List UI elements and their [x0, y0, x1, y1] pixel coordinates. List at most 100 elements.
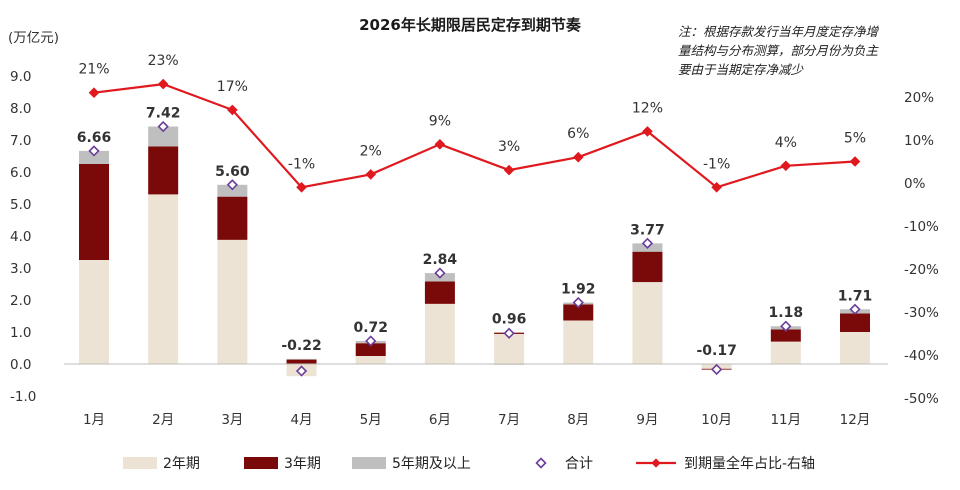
left-tick-label: 8.0: [10, 101, 31, 117]
bar-segment: [632, 251, 663, 283]
right-tick-label: -30%: [904, 305, 939, 321]
bar-segment: [217, 196, 248, 240]
share-value-label: 12%: [632, 100, 663, 116]
x-tick-label: 12月: [840, 412, 871, 428]
left-tick-label: 5.0: [10, 197, 31, 213]
bar-segment: [840, 313, 870, 332]
bar-segment: [79, 260, 109, 364]
share-line-layer: [88, 78, 861, 193]
x-tick-label: 9月: [636, 412, 658, 428]
total-value-label: -0.22: [281, 338, 321, 354]
bar-segment: [770, 329, 801, 342]
share-point: [711, 181, 722, 193]
total-marker: [157, 120, 169, 133]
right-tick-label: 0%: [904, 176, 926, 192]
share-point: [227, 104, 238, 116]
chart-note-line-1: 注：根据存款发行当年月度定存净增: [678, 24, 880, 39]
x-tick-label: 8月: [567, 412, 589, 428]
total-value-label: 1.71: [838, 288, 873, 304]
total-markers: [88, 120, 861, 377]
total-marker: [641, 237, 654, 249]
legend-label: 5年期及以上: [392, 456, 471, 472]
bar-segment: [286, 359, 317, 364]
total-marker: [365, 335, 377, 347]
total-marker: [226, 179, 238, 191]
left-axis: 9.0 8.0 7.0 6.0 5.0 4.0 3.0 2.0 1.0 0.0 -1.0: [10, 69, 36, 405]
chart-note-line-3: 要由于当期定存净减少: [678, 62, 805, 77]
share-point: [572, 151, 584, 163]
chart-title: 2026年长期限居民定存到期节奏: [359, 16, 582, 34]
left-tick-label: 0.0: [10, 357, 31, 373]
legend-label: 合计: [565, 456, 593, 472]
left-tick-label: -1.0: [10, 389, 36, 405]
x-tick-label: 3月: [221, 412, 243, 428]
bar-segment: [632, 282, 663, 364]
legend: 2年期 3年期 5年期及以上 合计 到期量全年占比-右轴: [123, 455, 815, 472]
share-value-label: 21%: [78, 62, 109, 78]
total-value-label: 1.18: [769, 305, 804, 321]
total-value-label: 0.72: [353, 320, 388, 336]
total-labels: 6.66 7.42 5.60 -0.22 0.72 2.84 0.96 1.92 3.77 -0.…: [77, 106, 873, 359]
share-point: [88, 87, 100, 99]
bar-segment: [563, 320, 594, 364]
left-tick-label: 3.0: [10, 261, 31, 277]
total-value-label: -0.17: [696, 343, 736, 359]
total-marker: [88, 145, 100, 157]
x-tick-label: 10月: [701, 412, 732, 428]
x-axis: 1月 2月 3月 4月 5月 6月 7月 8月 9月 10月 11月 12月: [83, 412, 870, 428]
bar-segment: [217, 239, 248, 364]
chart-note-line-2: 量结构与分布测算，部分月份为负主: [678, 43, 880, 58]
share-value-label: 17%: [217, 79, 248, 95]
chart-note: 注：根据存款发行当年月度定存净增 量结构与分布测算，部分月份为负主 要由于当期定…: [678, 24, 880, 77]
bar-segment: [770, 341, 801, 364]
share-point: [503, 164, 515, 176]
left-tick-label: 6.0: [10, 165, 31, 181]
bar-segment: [79, 150, 109, 164]
legend-swatch-marker: [651, 458, 661, 468]
bar-segment: [355, 343, 386, 356]
share-point: [780, 160, 792, 172]
total-value-label: 7.42: [146, 106, 181, 122]
right-tick-label: -50%: [904, 391, 939, 407]
total-value-label: 3.77: [630, 222, 665, 238]
share-value-label: 3%: [498, 139, 520, 155]
total-marker: [503, 327, 515, 339]
share-value-label: 6%: [567, 126, 589, 142]
x-tick-label: 7月: [498, 412, 520, 428]
share-value-label: 9%: [429, 113, 451, 129]
left-axis-unit: (万亿元): [8, 30, 59, 46]
share-value-label: 5%: [844, 131, 866, 147]
left-tick-label: 4.0: [10, 229, 31, 245]
right-tick-label: -20%: [904, 262, 939, 278]
bar-segment: [217, 184, 248, 197]
bar-segment: [79, 164, 109, 260]
legend-label: 2年期: [163, 456, 200, 472]
bar-segment: [840, 332, 870, 364]
share-value-label: -1%: [288, 156, 315, 172]
share-point: [849, 156, 861, 167]
legend-label: 到期量全年占比-右轴: [684, 455, 815, 472]
total-value-label: 0.96: [492, 312, 527, 328]
bar-segment: [494, 333, 525, 364]
right-axis: 20% 10% 0% -10% -20% -30% -40% -50%: [904, 90, 939, 407]
legend-swatch: [352, 457, 386, 469]
bar-segment: [424, 281, 455, 304]
right-tick-label: 10%: [904, 133, 934, 149]
share-value-label: -1%: [703, 156, 730, 172]
share-labels: 21% 23% 17% -1% 2% 9% 3% 6% 12% -1% 4% 5%: [78, 53, 866, 172]
bar-layer: [79, 126, 870, 377]
left-tick-label: 2.0: [10, 293, 31, 309]
total-marker: [572, 296, 584, 309]
total-marker: [711, 363, 723, 376]
left-tick-label: 9.0: [10, 69, 31, 85]
total-marker: [849, 303, 861, 315]
bar-segment: [563, 304, 594, 321]
total-marker: [780, 320, 792, 332]
bar-segment: [148, 146, 179, 195]
share-point: [157, 78, 169, 90]
x-tick-label: 2月: [152, 412, 174, 428]
share-point: [642, 126, 653, 137]
x-tick-label: 6月: [429, 412, 451, 428]
x-tick-label: 4月: [290, 412, 312, 428]
